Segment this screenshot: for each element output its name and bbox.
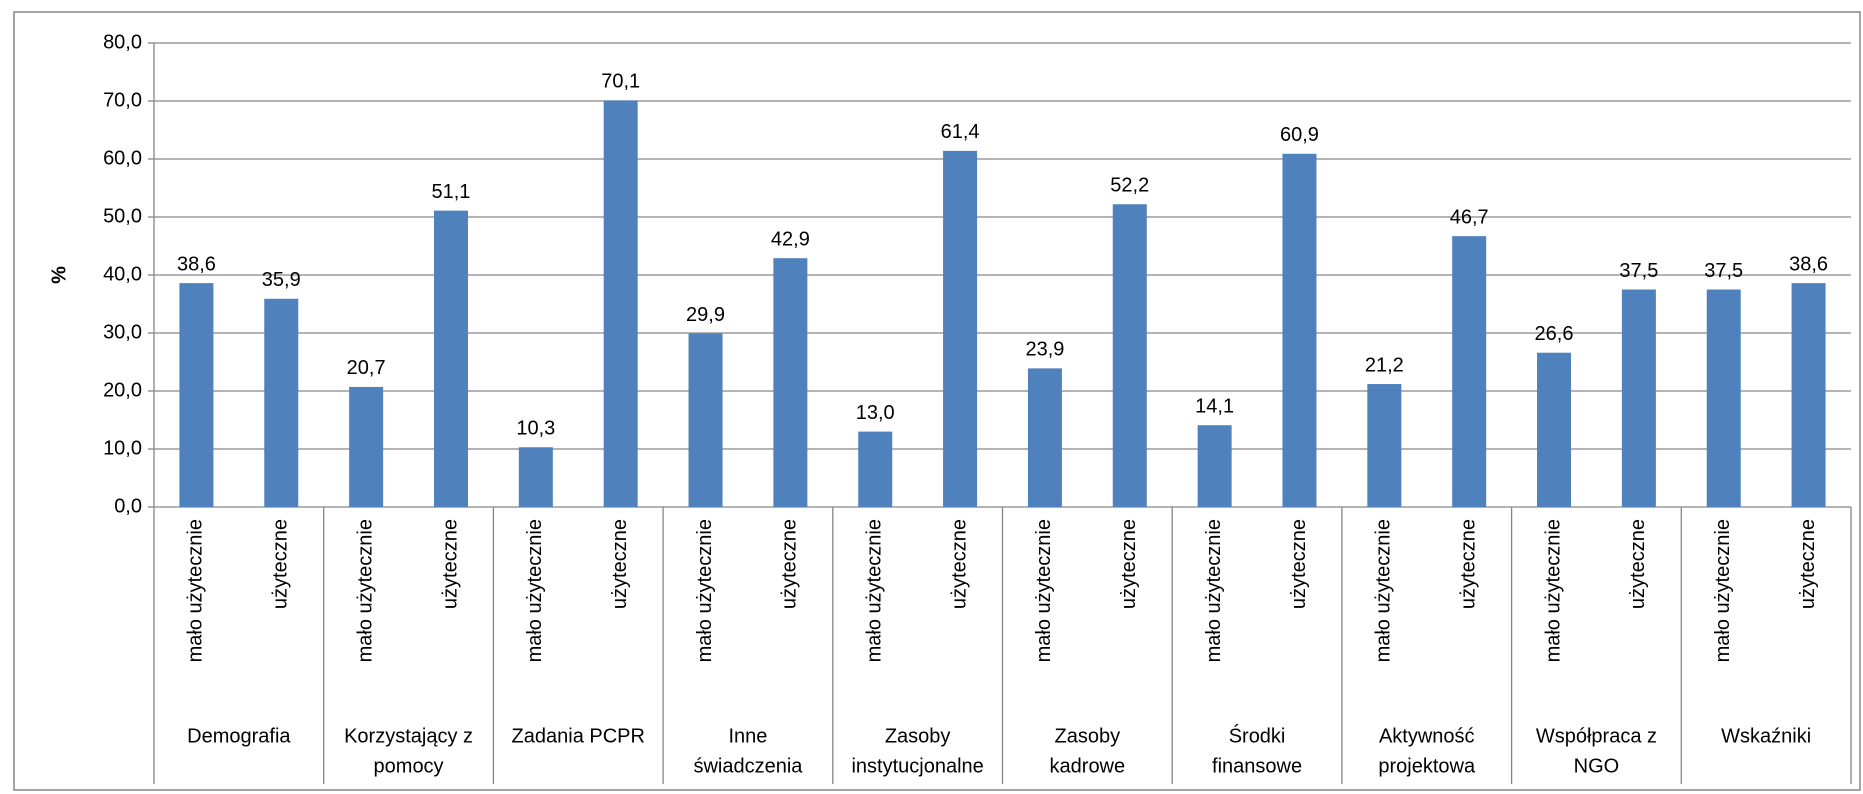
x-tick-label: mało użytecznie — [694, 519, 716, 662]
bar — [1027, 368, 1062, 507]
group-label: projektowa — [1378, 755, 1476, 777]
x-tick-label: mało użytecznie — [524, 519, 546, 662]
y-tick-label: 10,0 — [103, 437, 142, 459]
group-label: Wskaźniki — [1721, 725, 1811, 747]
group-label: Inne — [728, 725, 767, 747]
bar — [773, 258, 808, 507]
data-label: 35,9 — [262, 269, 301, 291]
y-axis-label: % — [48, 266, 70, 284]
x-tick-label: mało użytecznie — [354, 519, 376, 662]
x-tick-label: mało użytecznie — [1712, 519, 1734, 662]
data-label: 70,1 — [601, 71, 640, 93]
x-tick-label: użyteczne — [439, 519, 461, 609]
x-tick-label: mało użytecznie — [864, 519, 886, 662]
group-label: Aktywność — [1379, 725, 1475, 747]
data-label: 52,2 — [1110, 175, 1149, 197]
data-label: 26,6 — [1535, 323, 1574, 345]
group-label: Zasoby — [1055, 725, 1121, 747]
bar — [264, 298, 299, 507]
data-label: 20,7 — [347, 357, 386, 379]
data-label: 42,9 — [771, 228, 810, 250]
bar — [1791, 283, 1826, 507]
group-label: świadczenia — [693, 755, 803, 777]
bar — [433, 210, 468, 507]
data-label: 21,2 — [1365, 354, 1404, 376]
bar — [858, 431, 893, 507]
bar — [349, 386, 384, 507]
y-tick-label: 80,0 — [103, 31, 142, 53]
group-label: Korzystający z — [344, 725, 473, 747]
data-label: 61,4 — [941, 121, 980, 143]
data-label: 37,5 — [1704, 260, 1743, 282]
x-tick-label: użyteczne — [270, 519, 292, 609]
data-label: 37,5 — [1619, 260, 1658, 282]
x-tick-label: użyteczne — [1288, 519, 1310, 609]
group-label: pomocy — [374, 755, 444, 777]
y-tick-label: 70,0 — [103, 89, 142, 111]
group-label: Zasoby — [885, 725, 951, 747]
x-tick-label: użyteczne — [1457, 519, 1479, 609]
group-label: Zadania PCPR — [512, 725, 645, 747]
y-tick-label: 20,0 — [103, 379, 142, 401]
bar — [1537, 352, 1572, 507]
group-label: NGO — [1574, 755, 1620, 777]
group-label: finansowe — [1212, 755, 1302, 777]
x-tick-label: mało użytecznie — [1373, 519, 1395, 662]
group-label: Współpraca z — [1536, 725, 1657, 747]
x-tick-label: użyteczne — [948, 519, 970, 609]
bar — [518, 447, 553, 507]
x-tick-label: mało użytecznie — [185, 519, 207, 662]
x-tick-label: użyteczne — [1627, 519, 1649, 609]
bar — [1282, 153, 1317, 507]
data-label: 60,9 — [1280, 124, 1319, 146]
data-label: 38,6 — [177, 253, 216, 275]
data-label: 23,9 — [1025, 339, 1064, 361]
x-tick-label: użyteczne — [1118, 519, 1140, 609]
y-tick-label: 0,0 — [114, 495, 142, 517]
data-label: 13,0 — [856, 402, 895, 424]
bar — [1112, 204, 1147, 508]
bar — [1452, 236, 1487, 507]
group-label: Środki — [1229, 723, 1286, 747]
x-tick-label: użyteczne — [609, 519, 631, 609]
bar — [688, 333, 723, 507]
x-tick-label: użyteczne — [1797, 519, 1819, 609]
x-tick-label: użyteczne — [779, 519, 801, 609]
bar — [1197, 425, 1232, 507]
y-tick-label: 60,0 — [103, 147, 142, 169]
bar — [943, 150, 978, 507]
x-tick-label: mało użytecznie — [1203, 519, 1225, 662]
y-tick-label: 30,0 — [103, 321, 142, 343]
data-label: 51,1 — [432, 181, 471, 203]
data-label: 14,1 — [1195, 396, 1234, 418]
y-tick-label: 40,0 — [103, 263, 142, 285]
data-label: 46,7 — [1450, 206, 1489, 228]
bar — [603, 100, 638, 508]
data-label: 38,6 — [1789, 253, 1828, 275]
bar — [179, 283, 214, 507]
data-label: 10,3 — [516, 418, 555, 440]
x-tick-label: mało użytecznie — [1542, 519, 1564, 662]
bar — [1367, 384, 1402, 507]
group-label: kadrowe — [1050, 755, 1126, 777]
bar — [1621, 289, 1656, 507]
y-tick-label: 50,0 — [103, 205, 142, 227]
group-label: instytucjonalne — [851, 755, 983, 777]
group-label: Demografia — [187, 725, 291, 747]
data-label: 29,9 — [686, 304, 725, 326]
bar — [1706, 289, 1741, 507]
x-tick-label: mało użytecznie — [1033, 519, 1055, 662]
